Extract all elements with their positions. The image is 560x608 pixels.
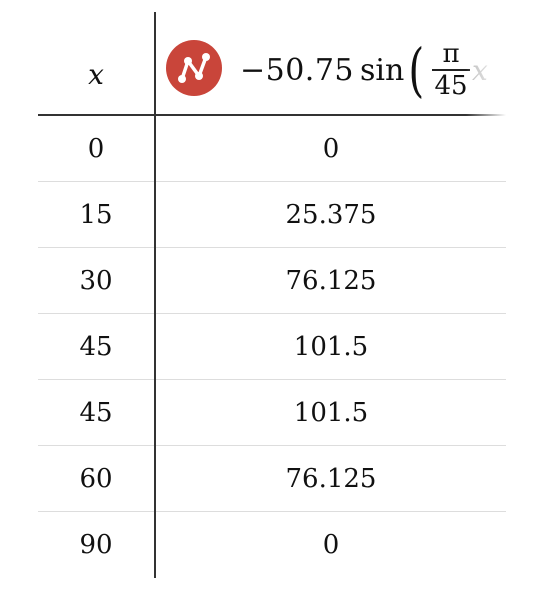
y-cell: 101.5: [293, 398, 369, 428]
x-cell[interactable]: 60: [79, 464, 113, 494]
column-divider: [154, 12, 156, 578]
fraction-denominator: 45: [434, 71, 468, 101]
fraction-numerator: π: [442, 39, 460, 69]
x-cell[interactable]: 0: [87, 134, 105, 164]
table-row: 30 76.125: [38, 248, 506, 314]
table-row: 0 0: [38, 116, 506, 182]
table-row: 90 0: [38, 512, 506, 578]
fraction-bar: [431, 69, 470, 71]
open-parenthesis: (: [408, 36, 425, 104]
x-header-label: x: [88, 57, 104, 91]
expression-column-header[interactable]: −50.75 sin ( π 45 x: [156, 12, 506, 116]
x-column-header[interactable]: x: [38, 12, 154, 116]
x-cell[interactable]: 15: [79, 200, 113, 230]
table-header-row: x −50.75 sin ( π 45: [38, 12, 506, 116]
table-row: 45 101.5: [38, 380, 506, 446]
overflow-fade: [466, 12, 506, 116]
y-cell: 25.375: [285, 200, 377, 230]
y-cell: 76.125: [285, 266, 377, 296]
table-row: 45 101.5: [38, 314, 506, 380]
function-name: sin: [360, 52, 405, 88]
x-cell[interactable]: 45: [79, 332, 113, 362]
table: x −50.75 sin ( π 45: [38, 12, 506, 578]
fraction: π 45: [431, 39, 470, 101]
y-cell: 0: [322, 530, 340, 560]
y-cell: 0: [322, 134, 340, 164]
x-cell[interactable]: 45: [79, 398, 113, 428]
regression-glyph: [178, 53, 210, 83]
x-cell[interactable]: 30: [79, 266, 113, 296]
expression-formula[interactable]: −50.75 sin ( π 45 x: [240, 38, 488, 102]
table-row: 60 76.125: [38, 446, 506, 512]
y-cell: 101.5: [293, 332, 369, 362]
table-row: 15 25.375: [38, 182, 506, 248]
coefficient: −50.75: [240, 52, 355, 88]
y-cell: 76.125: [285, 464, 377, 494]
x-cell[interactable]: 90: [79, 530, 113, 560]
regression-icon[interactable]: [166, 40, 222, 96]
